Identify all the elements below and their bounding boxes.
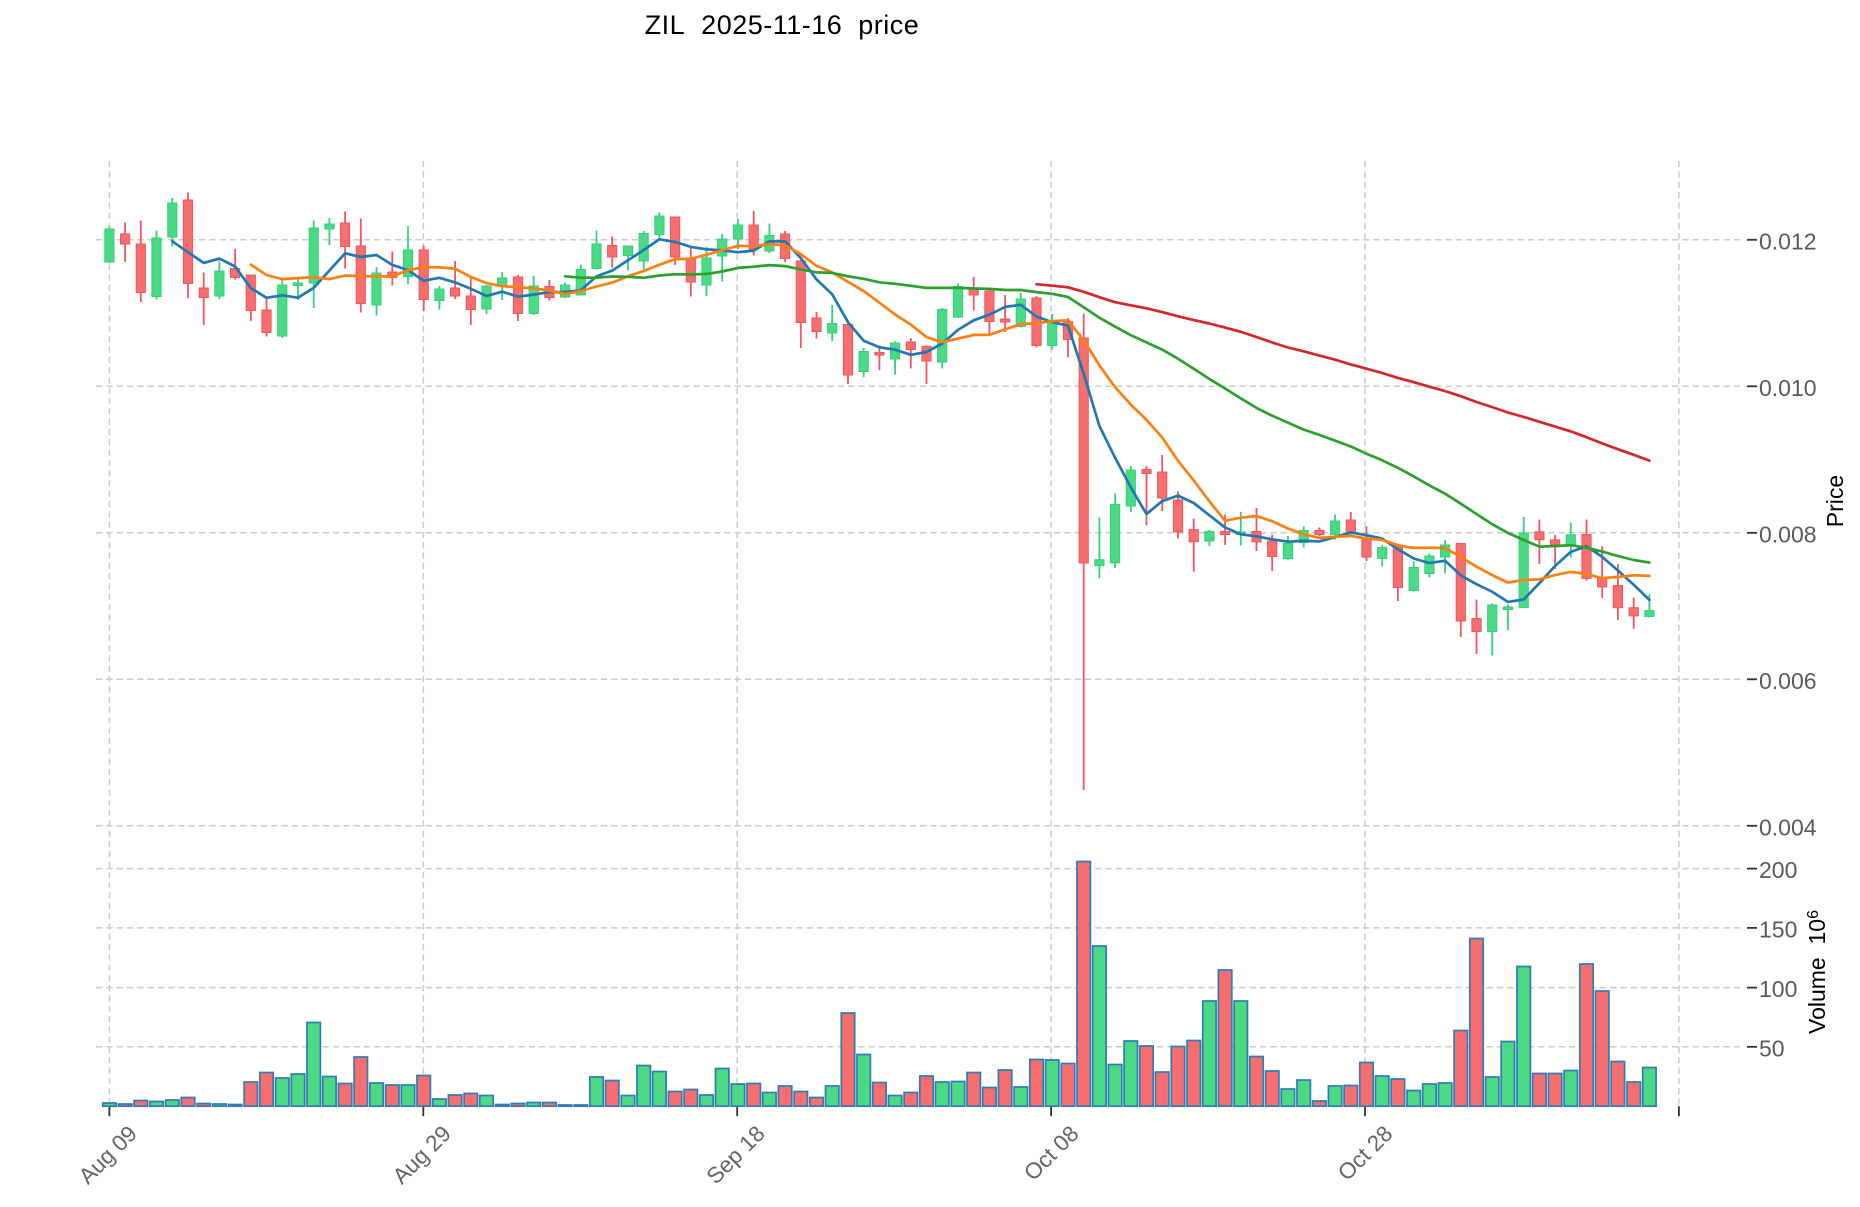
svg-text:150: 150 bbox=[1759, 916, 1797, 942]
svg-text:200: 200 bbox=[1759, 857, 1797, 883]
svg-text:Price: Price bbox=[1822, 475, 1848, 527]
svg-text:ZIL 2025-11-16 price: ZIL 2025-11-16 price bbox=[645, 10, 920, 40]
svg-text:Volume 106: Volume 106 bbox=[1804, 910, 1830, 1034]
svg-text:100: 100 bbox=[1759, 976, 1797, 1002]
svg-text:0.006: 0.006 bbox=[1759, 668, 1817, 694]
svg-text:0.008: 0.008 bbox=[1759, 521, 1817, 547]
svg-text:0.010: 0.010 bbox=[1759, 375, 1817, 401]
svg-text:0.004: 0.004 bbox=[1759, 814, 1817, 840]
svg-text:50: 50 bbox=[1759, 1035, 1785, 1061]
svg-text:0.012: 0.012 bbox=[1759, 228, 1817, 254]
